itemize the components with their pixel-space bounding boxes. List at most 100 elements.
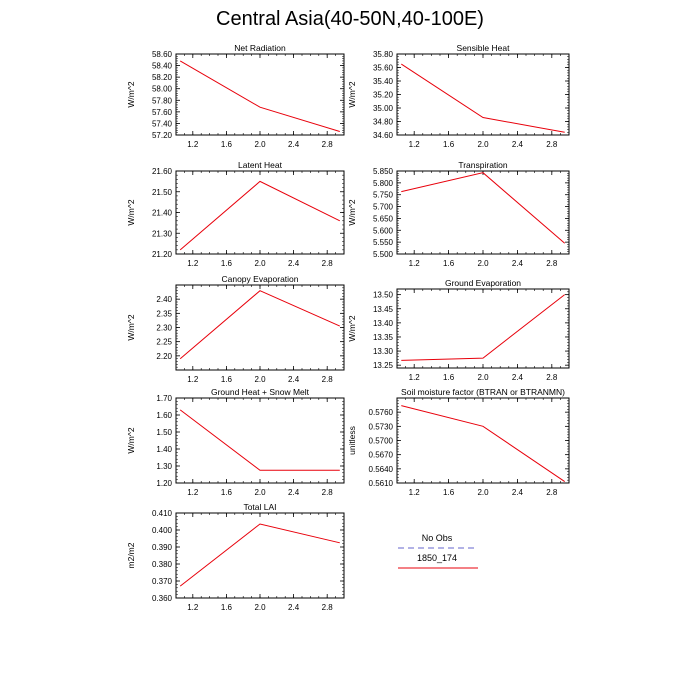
chart-title: Net Radiation [234,43,286,53]
y-tick-label: 35.20 [373,91,394,100]
x-tick-label: 1.2 [187,140,199,149]
y-tick-label: 35.60 [373,64,394,73]
x-tick-label: 2.0 [477,140,489,149]
y-tick-label: 0.390 [152,543,173,552]
x-tick-label: 1.2 [409,488,421,497]
x-tick-label: 1.2 [187,603,199,612]
y-tick-label: 5.850 [373,167,394,176]
chart-title: Canopy Evaporation [221,274,298,284]
y-tick-label: 13.25 [373,361,394,370]
x-tick-label: 1.6 [221,140,233,149]
chart-soil-moisture-factor-btran-or-btranmn: Soil moisture factor (BTRAN or BTRANMN) u… [347,387,570,497]
x-tick-label: 2.4 [288,140,300,149]
plot-frame [396,288,570,369]
x-tick-label: 2.8 [546,488,558,497]
x-tick-label: 2.8 [322,375,334,384]
x-tick-label: 2.0 [477,373,489,382]
y-tick-label: 0.5670 [369,451,394,460]
y-tick-label: 13.30 [373,347,394,356]
x-tick-label: 2.8 [546,259,558,268]
chart-title: Latent Heat [238,160,283,170]
y-tick-label: 2.40 [156,295,172,304]
chart-title: Ground Heat + Snow Melt [211,387,310,397]
chart-canopy-evaporation: Canopy Evaporation W/m^2 1.2 1.6 2.0 2.4 2.8 2.… [126,274,345,384]
x-tick-label: 1.2 [187,259,199,268]
y-tick-label: 2.25 [156,338,172,347]
chart-transpiration: Transpiration W/m^2 1.2 1.6 2.0 2.4 2.8 5.500 5.… [347,160,570,268]
x-tick-label: 1.6 [221,603,233,612]
y-tick-label: 2.35 [156,309,172,318]
x-tick-label: 2.8 [546,140,558,149]
y-tick-label: 21.20 [152,250,173,259]
y-tick-label: 21.30 [152,229,173,238]
y-tick-label: 0.5760 [369,408,394,417]
legend: No Obs 1850_174 [398,533,478,569]
y-tick-label: 57.80 [152,96,173,105]
chart-latent-heat: Latent Heat W/m^2 1.2 1.6 2.0 2.4 2.8 21.20 21.3… [126,160,345,268]
y-tick-label: 5.650 [373,214,394,223]
x-tick-label: 2.4 [288,375,300,384]
x-tick-label: 1.2 [409,140,421,149]
x-tick-label: 2.8 [322,140,334,149]
y-tick-label: 34.80 [373,118,394,127]
x-tick-label: 1.6 [221,259,233,268]
y-tick-label: 2.30 [156,324,172,333]
y-tick-label: 5.800 [373,179,394,188]
x-tick-label: 2.0 [477,488,489,497]
series-line-1850-174 [401,63,565,133]
y-axis-label: W/m^2 [126,199,136,225]
y-axis-label: W/m^2 [347,199,357,225]
x-tick-label: 2.0 [254,375,266,384]
chart-ground-heat-snow-melt: Ground Heat + Snow Melt W/m^2 1.2 1.6 2.0 2.4… [126,387,345,497]
y-axis-label: W/m^2 [126,427,136,453]
y-tick-label: 0.360 [152,594,173,603]
y-tick-label: 21.60 [152,167,173,176]
series-line-1850-174 [179,290,341,360]
y-tick-label: 5.750 [373,191,394,200]
x-tick-label: 1.2 [409,259,421,268]
x-tick-label: 1.6 [443,488,455,497]
y-tick-label: 58.00 [152,85,173,94]
y-tick-label: 1.60 [156,411,172,420]
y-tick-label: 5.500 [373,250,394,259]
y-tick-label: 58.40 [152,62,173,71]
series-line-1850-174 [401,405,565,483]
x-tick-label: 1.2 [187,488,199,497]
y-axis-label: W/m^2 [347,81,357,107]
legend-label-1850-174: 1850_174 [417,553,457,563]
chart-sensible-heat: Sensible Heat W/m^2 1.2 1.6 2.0 2.4 2.8 34.60 34… [347,43,570,149]
series-line-1850-174 [401,172,566,244]
chart-title: Total LAI [243,502,276,512]
chart-title: Ground Evaporation [445,278,521,288]
x-tick-label: 2.0 [254,488,266,497]
y-tick-label: 21.40 [152,209,173,218]
y-tick-label: 1.20 [156,479,172,488]
y-tick-label: 57.60 [152,108,173,117]
y-tick-label: 34.60 [373,131,394,140]
y-tick-label: 13.45 [373,305,394,314]
chart-net-radiation: Net Radiation W/m^2 1.2 1.6 2.0 2.4 2.8 57.20 57… [126,43,345,149]
x-tick-label: 2.0 [254,140,266,149]
x-tick-label: 1.6 [221,375,233,384]
y-tick-label: 0.380 [152,560,173,569]
x-tick-label: 2.4 [288,488,300,497]
x-tick-label: 2.4 [512,259,524,268]
series-line-1850-174 [179,60,340,132]
series-line-1850-174 [401,294,566,361]
chart-title: Transpiration [458,160,508,170]
x-tick-label: 2.4 [288,603,300,612]
x-tick-label: 1.2 [187,375,199,384]
legend-label-no-obs: No Obs [422,533,453,543]
y-axis-label: W/m^2 [126,81,136,107]
plot-frame [175,53,345,136]
x-tick-label: 2.8 [322,259,334,268]
series-line-1850-174 [179,523,340,587]
x-tick-label: 1.6 [443,373,455,382]
y-tick-label: 5.600 [373,226,394,235]
chart-title: Sensible Heat [457,43,511,53]
y-tick-label: 0.410 [152,509,173,518]
x-tick-label: 2.4 [512,488,524,497]
x-tick-label: 2.4 [512,140,524,149]
y-axis-label: W/m^2 [347,315,357,341]
